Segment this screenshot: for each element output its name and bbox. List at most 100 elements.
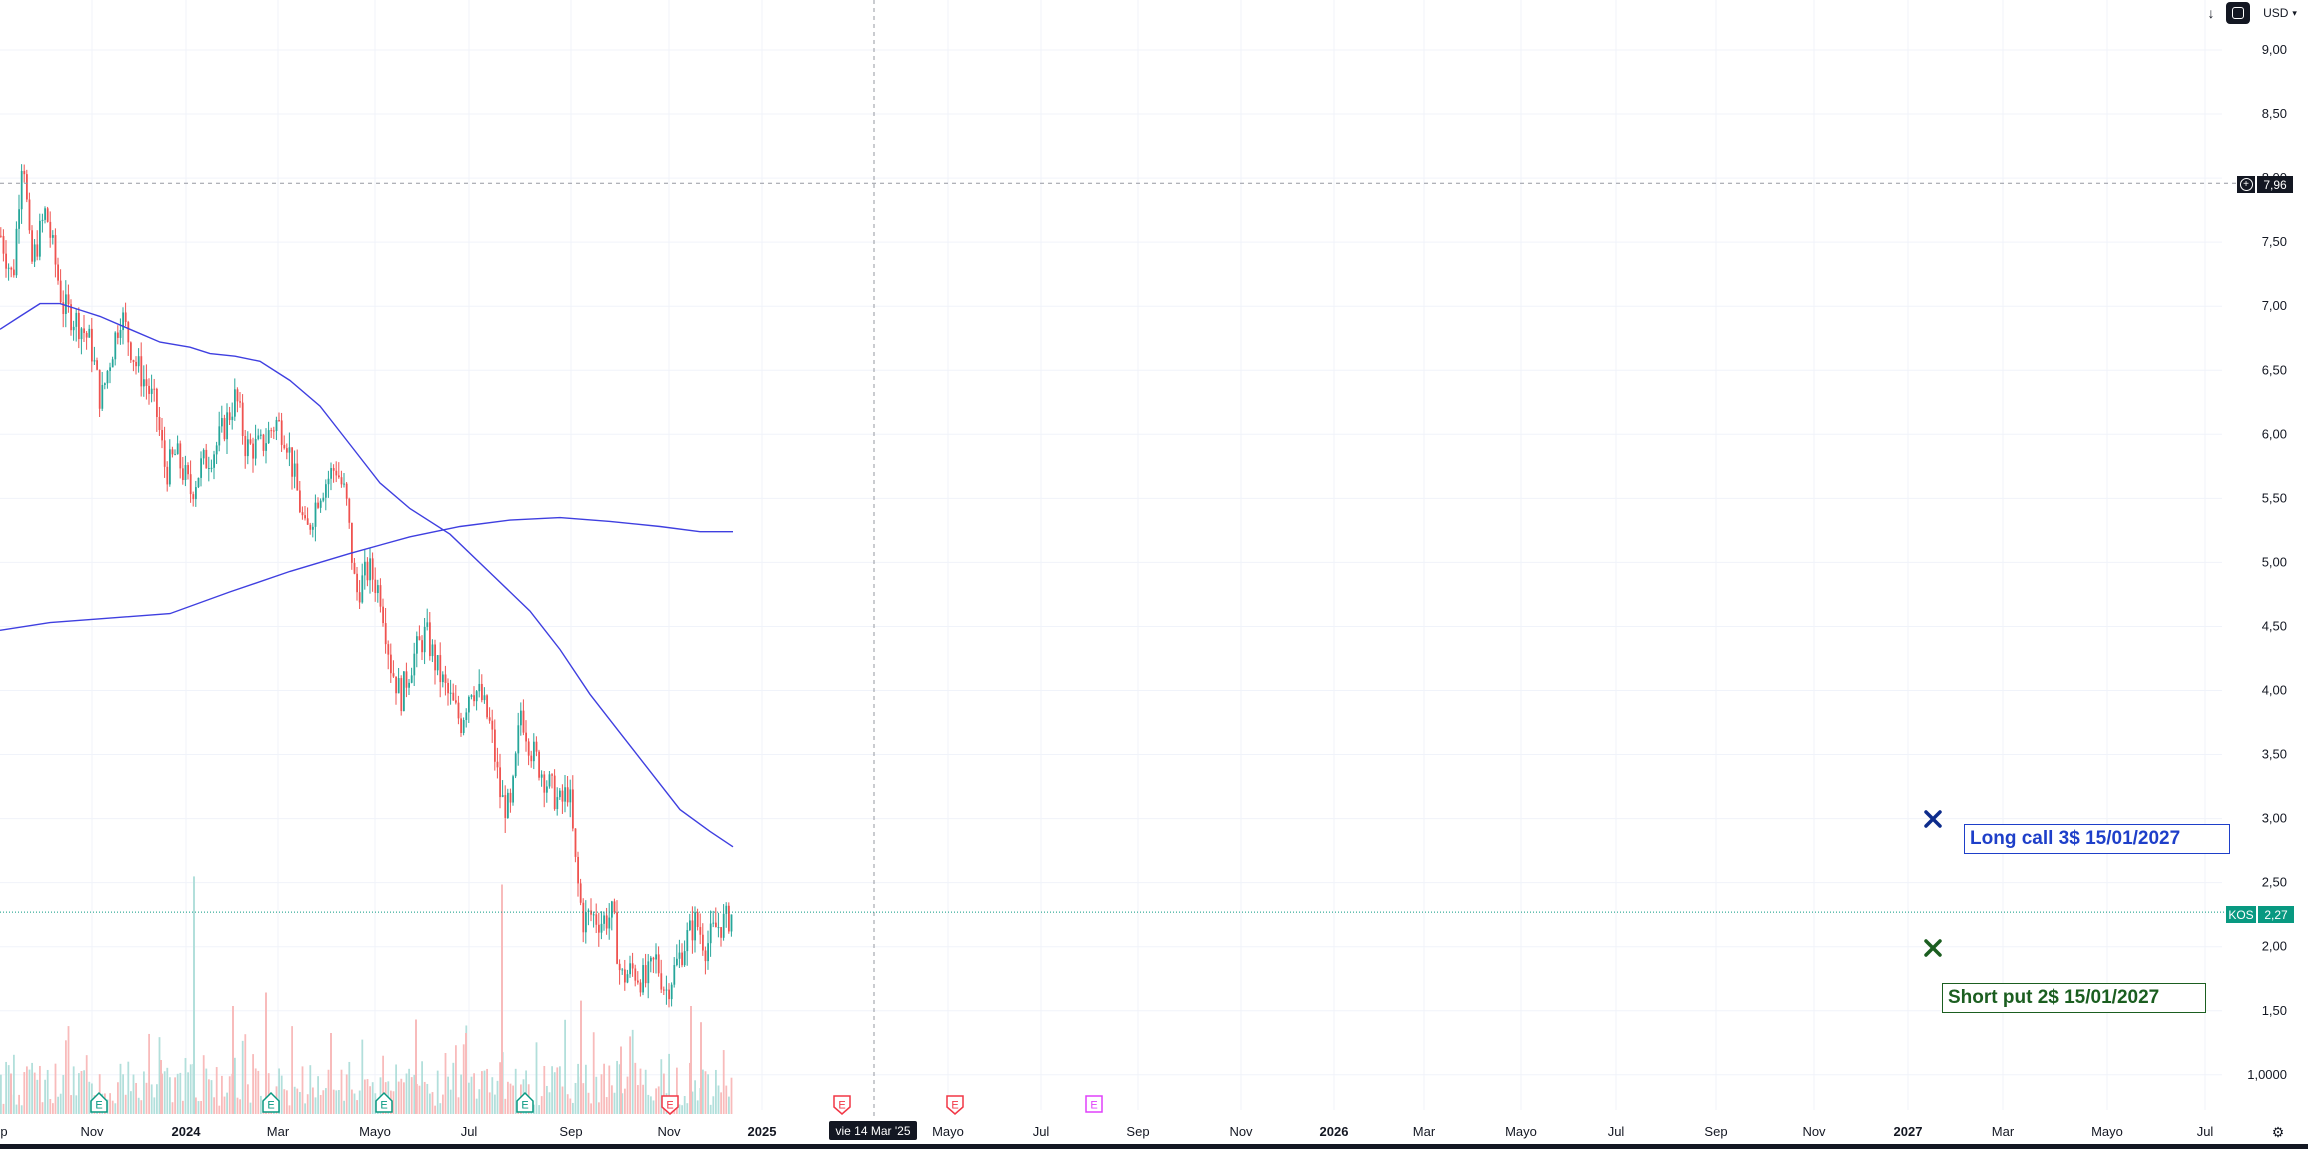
time-tick-label: Mayo xyxy=(1505,1124,1537,1139)
candle-body xyxy=(72,326,75,331)
candle-body xyxy=(603,915,605,924)
volume-bar xyxy=(535,1042,538,1114)
candle-body xyxy=(338,475,340,478)
volume-bar xyxy=(426,1083,429,1114)
currency-label: USD xyxy=(2263,6,2289,20)
candle-body xyxy=(512,776,514,803)
candle-body xyxy=(548,774,551,787)
time-tick-label: Sep xyxy=(1126,1124,1149,1139)
volume-bar xyxy=(210,1080,213,1114)
time-tick-label: p xyxy=(0,1124,7,1139)
candle-body xyxy=(26,174,28,200)
volume-bar xyxy=(436,1070,439,1114)
volume-bar xyxy=(202,1055,205,1114)
earnings-marker xyxy=(833,1095,851,1115)
long-call-annotation[interactable]: Long call 3$ 15/01/2027 xyxy=(1964,824,2230,854)
candle-body xyxy=(631,963,634,969)
earnings-marker xyxy=(1085,1095,1103,1113)
volume-bar xyxy=(348,1061,351,1114)
volume-bar xyxy=(720,1092,722,1114)
volume-bar xyxy=(592,1032,595,1114)
candle-body xyxy=(509,792,512,803)
volume-bar xyxy=(473,1073,475,1114)
candle-body xyxy=(187,465,189,475)
candle-body xyxy=(176,443,179,455)
volume-bar xyxy=(478,1089,481,1114)
currency-selector[interactable]: USD ▾ xyxy=(2256,2,2304,24)
volume-bar xyxy=(728,1096,730,1114)
volume-bar xyxy=(629,1036,631,1114)
candle-body xyxy=(278,420,280,422)
volume-bar xyxy=(540,1096,543,1114)
volume-bar xyxy=(639,1068,642,1114)
candle-body xyxy=(577,856,579,884)
candle-body xyxy=(382,606,384,624)
price-tick-label: 1,50 xyxy=(2262,1003,2287,1018)
crosshair-add-button[interactable]: + xyxy=(2237,176,2255,193)
candle-body xyxy=(98,369,101,409)
settings-button[interactable]: ⚙ xyxy=(2270,1124,2286,1140)
candle-body xyxy=(725,905,728,914)
candle-body xyxy=(93,360,96,362)
candle-body xyxy=(478,683,481,692)
volume-bar xyxy=(413,1074,416,1114)
volume-bar xyxy=(278,1068,280,1114)
candle-body xyxy=(650,957,652,962)
candle-body xyxy=(317,502,319,508)
candle-body xyxy=(470,695,473,697)
candle-body xyxy=(309,524,312,530)
volume-bar xyxy=(678,1104,681,1114)
volume-bar xyxy=(13,1054,15,1114)
short-put-annotation[interactable]: Short put 2$ 15/01/2027 xyxy=(1942,983,2206,1013)
earnings-marker-letter: E xyxy=(1090,1100,1097,1112)
download-button[interactable]: ↓ xyxy=(2200,2,2222,24)
volume-bar xyxy=(351,1089,353,1114)
time-axis[interactable]: p Nov 2024 Mar Mayo Jul Sep Nov 2025 Mayo Jul Sep No… xyxy=(0,1124,2213,1139)
candle-body xyxy=(356,573,358,593)
volume-bar xyxy=(496,1080,499,1114)
annotation-x-markers xyxy=(1924,810,1942,957)
candle-body xyxy=(150,388,153,394)
layout-button[interactable] xyxy=(2226,2,2250,24)
volume-bar xyxy=(423,1081,426,1114)
earnings-marker-letter: E xyxy=(666,1100,673,1112)
price-axis[interactable]: 9,008,508,007,507,006,506,005,505,004,50… xyxy=(2247,42,2287,1082)
volume-bar xyxy=(91,1083,93,1114)
moving-average-fast-line xyxy=(0,302,734,848)
volume-bar xyxy=(488,1092,491,1114)
volume-bar xyxy=(291,1026,293,1114)
volume-bar xyxy=(7,1065,10,1114)
candle-body xyxy=(647,961,650,984)
candle-body xyxy=(241,402,244,436)
time-tick-label: Sep xyxy=(1704,1124,1727,1139)
price-tick-label: 4,50 xyxy=(2262,618,2287,633)
candle-body xyxy=(473,695,475,702)
time-tick-label: Nov xyxy=(80,1124,104,1139)
candle-body xyxy=(431,644,434,657)
candle-body xyxy=(275,420,278,432)
volume-bar xyxy=(700,1022,702,1114)
volume-bar xyxy=(132,1074,135,1114)
volume-bar xyxy=(41,1102,44,1114)
volume-bar xyxy=(236,1097,239,1114)
x-marker-stroke xyxy=(1924,939,1942,957)
volume-bar xyxy=(689,1062,691,1114)
candle-body xyxy=(660,973,663,990)
candle-body xyxy=(618,963,621,971)
crosshair-price-label: 7,96 xyxy=(2257,176,2293,193)
candle-body xyxy=(709,923,712,944)
volume-bar xyxy=(415,1019,417,1114)
volume-bar xyxy=(608,1065,611,1114)
candle-body xyxy=(517,725,520,754)
volume-bar xyxy=(343,1100,345,1114)
candle-body xyxy=(325,484,327,498)
volume-bar xyxy=(72,1066,75,1114)
volume-bar xyxy=(457,1097,460,1114)
candle-body xyxy=(31,230,33,262)
candle-body xyxy=(169,449,171,485)
volume-bar xyxy=(730,1077,733,1114)
grid-lines xyxy=(0,0,2222,1110)
candle-body xyxy=(626,974,629,983)
volume-bar xyxy=(135,1082,137,1114)
